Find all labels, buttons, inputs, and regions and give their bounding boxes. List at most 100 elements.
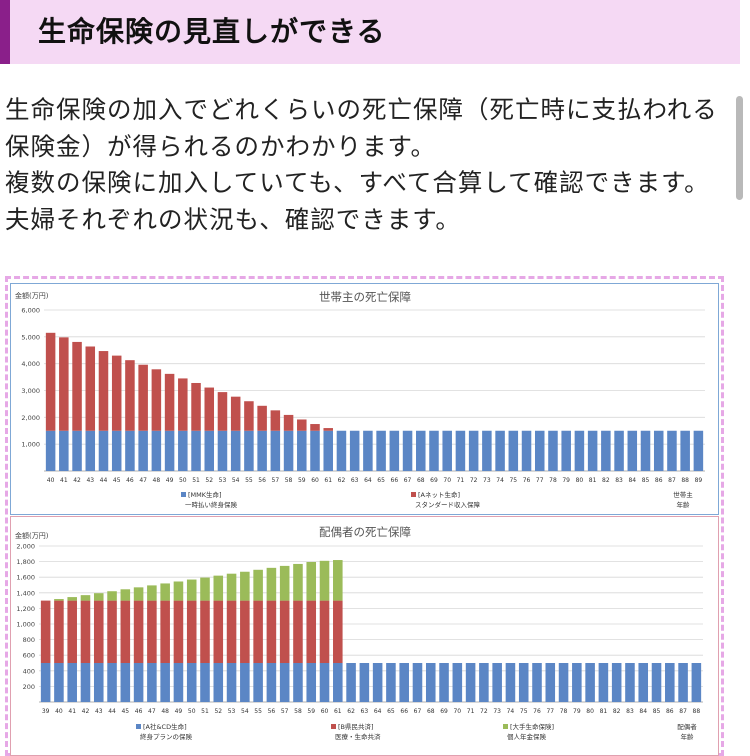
chart-0-bar-s1 [204, 387, 215, 431]
chart-1-xtick-label: 85 [653, 708, 661, 715]
chart-1-xtick-label: 44 [108, 708, 116, 715]
chart-1-bar-s1 [333, 600, 343, 663]
chart-0-bar-s1 [45, 332, 56, 431]
chart-0-xtick-label: 73 [483, 477, 491, 484]
chart-1-bar-s0 [386, 663, 396, 702]
chart-1-xtick-label: 70 [453, 708, 461, 715]
chart-0-bar-s0 [680, 430, 690, 471]
chart-1-bar-s0 [545, 663, 556, 702]
chart-0-bar-s0 [601, 430, 611, 471]
chart-0-xtick-label: 64 [364, 477, 372, 484]
chart-1-bar-s0 [240, 663, 250, 702]
chart-1-xtick-label: 57 [281, 708, 289, 715]
chart-0-bar-s1 [257, 405, 267, 431]
chart-0-bar-s0 [230, 430, 241, 471]
chart-1-bar-s0 [598, 663, 609, 702]
spouse-chart-svg: 配偶者の死亡保障 金額(万円) 200 400 600 800 1,000 1,200 1,40… [15, 525, 703, 741]
chart-0-xtick-label: 49 [166, 477, 174, 484]
chart-1-xtick-label: 48 [161, 708, 169, 715]
chart-1-bar-s2 [93, 593, 104, 601]
chart-0-legend-swatch [411, 492, 416, 497]
chart-1-xtick-label: 73 [493, 708, 501, 715]
chart-0-bar-s0 [85, 430, 96, 471]
chart-1-ytick-label: 1,200 [16, 605, 35, 613]
chart-0-x-caption-1: 世帯主 [673, 490, 693, 499]
chart-1-xtick-label: 42 [82, 708, 90, 715]
chart-0-bar-s0 [244, 430, 254, 471]
chart-1-bar-s0 [678, 663, 688, 702]
chart-1-bar-s1 [173, 600, 184, 663]
chart-0-x-caption-2: 年齢 [677, 500, 691, 509]
chart-1-xtick-label: 58 [294, 708, 302, 715]
chart-0-bar-s0 [653, 430, 664, 471]
chart-0-xtick-label: 44 [100, 477, 108, 484]
chart-1-bar-s2 [186, 579, 197, 601]
chart-1-bar-s0 [412, 663, 423, 702]
chart-0-bar-s1 [310, 424, 320, 431]
chart-1-xtick-label: 66 [400, 708, 408, 715]
chart-0-bar-s1 [164, 373, 175, 431]
chart-0-bar-s0 [429, 430, 439, 471]
chart-0-bar-s1 [151, 369, 162, 431]
chart-1-xtick-label: 84 [639, 708, 647, 715]
chart-1-bar-s2 [293, 563, 303, 601]
chart-1-bar-s0 [93, 663, 104, 702]
chart-0-xtick-label: 67 [404, 477, 412, 484]
chart-0-legend-sub: 一時払い終身保険 [185, 500, 238, 509]
chart-1-bar-s2 [120, 589, 131, 601]
chart-1-title: 配偶者の死亡保障 [319, 525, 411, 539]
chart-1-bar-s2 [306, 561, 317, 601]
chart-1-bar-s0 [465, 663, 476, 702]
chart-0-xtick-label: 71 [457, 477, 465, 484]
chart-0-xtick-label: 65 [377, 477, 385, 484]
chart-0-bar-s0 [389, 430, 400, 471]
chart-1-bar-s1 [213, 600, 224, 663]
chart-0-xtick-label: 83 [615, 477, 623, 484]
chart-1-bar-s0 [625, 663, 635, 702]
chart-0-bar-s0 [164, 430, 175, 471]
chart-1-bar-s0 [532, 663, 542, 702]
chart-1-xtick-label: 54 [241, 708, 249, 715]
chart-0-xtick-label: 86 [655, 477, 663, 484]
chart-1-xtick-label: 80 [586, 708, 594, 715]
chart-0-xtick-label: 63 [351, 477, 359, 484]
chart-1-bar-s1 [54, 600, 64, 663]
chart-1-xtick-label: 75 [520, 708, 528, 715]
intro-paragraph-2: 複数の保険に加入していても、すべて合算して確認できます。 [5, 168, 710, 197]
chart-0-xtick-label: 60 [311, 477, 319, 484]
chart-0-bar-s0 [548, 430, 558, 471]
chart-0-xtick-label: 80 [576, 477, 584, 484]
chart-1-bar-s0 [638, 663, 649, 702]
householder-chart: 世帯主の死亡保障 金額(万円) 1,000 2,000 3,000 4,000 5,000 6… [10, 283, 719, 515]
chart-1-bar-s0 [293, 663, 303, 702]
scrollbar-thumb[interactable] [736, 96, 743, 200]
chart-0-bar-s1 [138, 364, 148, 431]
chart-0-bar-s1 [178, 378, 188, 431]
chart-0-bar-s0 [204, 430, 215, 471]
chart-1-bar-s0 [452, 663, 463, 702]
chart-1-legend-name: [B県民共済] [338, 722, 374, 731]
chart-1-bar-s1 [306, 600, 317, 663]
chart-0-xtick-label: 42 [73, 477, 81, 484]
chart-1-x-caption-1: 配偶者 [677, 722, 697, 731]
chart-0-legend-sub: スタンダード収入保障 [415, 500, 481, 509]
chart-1-bar-s0 [665, 663, 675, 702]
chart-0-ylabel: 金額(万円) [15, 291, 49, 300]
chart-1-bar-s1 [93, 600, 104, 663]
chart-1-bar-s0 [306, 663, 317, 702]
chart-0-bar-s0 [283, 430, 294, 471]
chart-0-bar-s0 [125, 430, 135, 471]
chart-1-xtick-label: 83 [626, 708, 634, 715]
chart-0-ytick-label: 1,000 [21, 441, 40, 449]
chart-1-xtick-label: 43 [95, 708, 103, 715]
chart-1-bar-s0 [120, 663, 131, 702]
chart-0-bar-s0 [310, 430, 320, 471]
householder-chart-svg: 世帯主の死亡保障 金額(万円) 1,000 2,000 3,000 4,000 5,000 6… [15, 290, 705, 509]
chart-0-bar-s1 [72, 341, 82, 431]
chart-0-bar-s0 [561, 430, 571, 471]
chart-0-xtick-label: 76 [523, 477, 531, 484]
chart-0-xtick-label: 48 [153, 477, 161, 484]
chart-0-bar-s0 [614, 430, 624, 471]
chart-1-legend-name: [A社&CD生命] [143, 722, 187, 731]
chart-1-bar-s2 [226, 573, 237, 601]
